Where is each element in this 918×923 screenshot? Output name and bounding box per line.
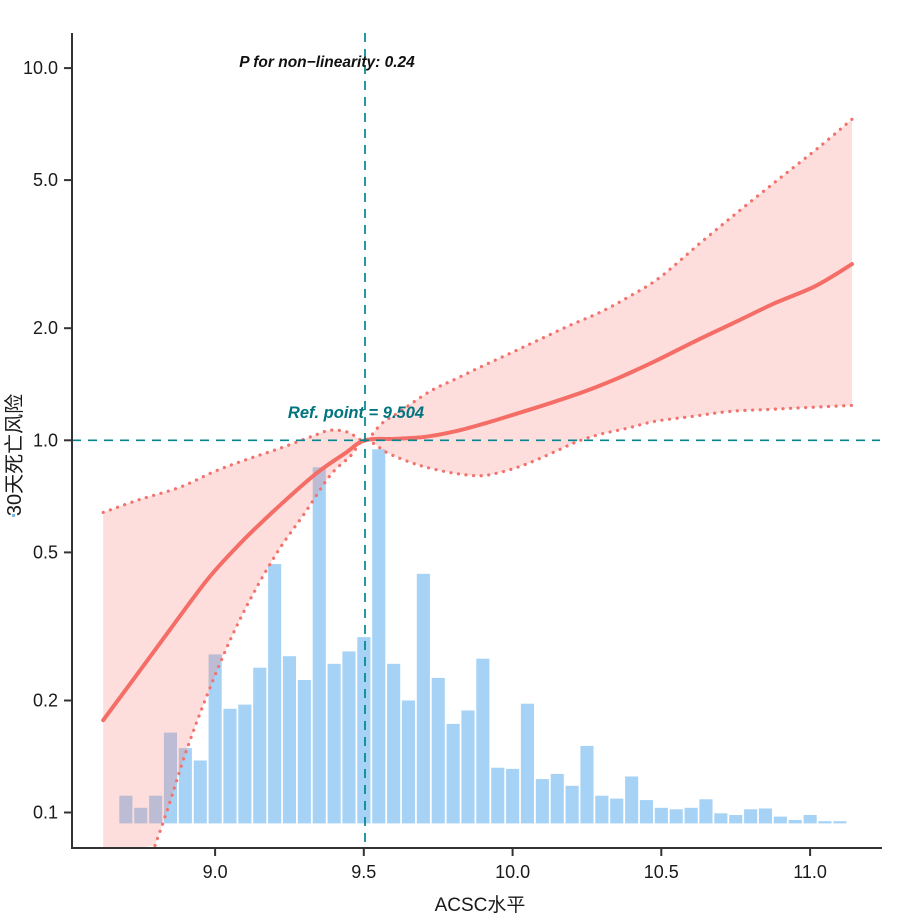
histogram-bar: [253, 667, 267, 824]
histogram-bar: [803, 815, 817, 824]
histogram-bar: [729, 815, 743, 824]
spline-curve: [101, 262, 854, 723]
histogram-bar: [788, 820, 802, 824]
histogram-bar: [223, 708, 237, 824]
histogram-bar: [520, 703, 534, 824]
ref-point-annotation: Ref. point = 9.504: [288, 404, 424, 422]
x-tick-label: 10.5: [644, 862, 679, 882]
histogram-bar: [491, 767, 505, 824]
y-tick-label: 10.0: [23, 58, 58, 78]
plot-area: [101, 117, 854, 848]
histogram-bar: [431, 677, 445, 824]
histogram-bar: [312, 467, 326, 824]
x-tick-label: 9.0: [203, 862, 228, 882]
histogram-bar: [208, 654, 222, 824]
histogram-bar: [758, 808, 772, 824]
histogram-bar: [416, 573, 430, 824]
y-tick-label: 0.5: [33, 542, 58, 562]
histogram-bar: [327, 663, 341, 824]
histogram-bar: [565, 785, 579, 824]
reference-lines-layer: [72, 33, 880, 848]
histogram-bar: [818, 821, 832, 824]
histogram-bar: [684, 807, 698, 824]
histogram-bar: [639, 800, 653, 824]
histogram-bar: [744, 809, 758, 824]
histogram-bar: [595, 795, 609, 824]
histogram-bar: [773, 816, 787, 824]
histogram-bar: [580, 745, 594, 824]
histogram-bar: [119, 795, 133, 824]
histogram-bar: [535, 779, 549, 824]
histogram-bar: [550, 773, 564, 824]
p-nonlinearity-annotation: P for non−linearity: 0.24: [239, 54, 415, 71]
axes-layer: 10.0 5.0 2.0 1.0 0.5 0.2 0.1 9.0 9.5 10.0 10.5 11.0: [23, 33, 882, 882]
histogram-bar: [669, 809, 683, 824]
stray-mark: [12, 514, 15, 517]
histogram-bar: [297, 680, 311, 824]
histogram-bar: [476, 658, 490, 824]
histogram-bar: [268, 564, 282, 824]
histogram-bar: [357, 637, 371, 824]
histogram-bar: [401, 700, 415, 824]
histogram-bar: [654, 807, 668, 824]
x-axis-title: ACSC水平: [435, 894, 526, 916]
histogram-bar: [342, 651, 356, 824]
histogram-bar: [610, 798, 624, 824]
histogram-bar: [461, 710, 475, 824]
y-tick-label: 2.0: [33, 318, 58, 338]
histogram-bar: [833, 821, 847, 824]
histogram-bar: [163, 732, 177, 824]
histogram-bar: [714, 813, 728, 824]
histogram-bar: [238, 704, 252, 824]
x-tick-label: 11.0: [793, 862, 827, 882]
histogram-bar: [446, 723, 460, 824]
histogram-bar: [372, 449, 386, 824]
ci-band: [103, 119, 852, 848]
x-tick-label: 10.0: [495, 862, 530, 882]
histogram-bar: [625, 776, 639, 824]
y-axis-title: 30天死亡风险: [3, 394, 26, 516]
histogram-bar: [506, 768, 520, 824]
x-tick-label: 9.5: [351, 862, 376, 882]
histogram-bar: [387, 663, 401, 824]
histogram-bar: [134, 807, 148, 824]
histogram-bar: [699, 799, 713, 824]
histogram-bar: [282, 656, 296, 824]
y-tick-label: 0.1: [33, 803, 58, 823]
histogram-bar: [193, 760, 207, 824]
y-tick-label: 0.2: [33, 691, 58, 711]
y-tick-label: 5.0: [33, 170, 58, 190]
histogram-bar: [149, 795, 163, 824]
y-tick-label: 1.0: [33, 430, 58, 450]
